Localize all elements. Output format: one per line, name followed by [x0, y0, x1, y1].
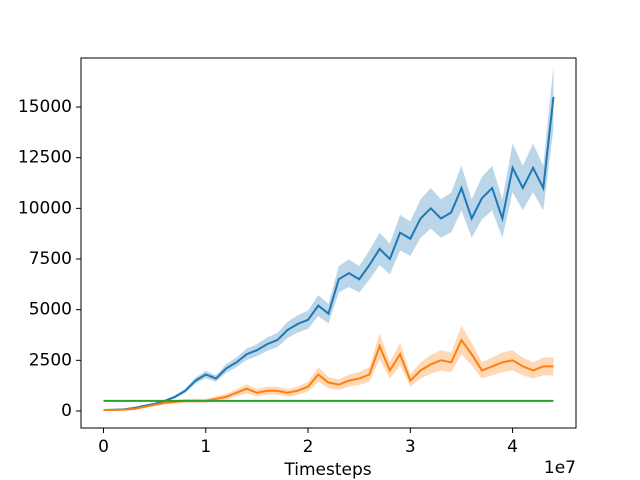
x-tick-label: 4 — [507, 437, 518, 457]
x-axis-label: Timesteps — [283, 460, 371, 480]
x-offset-label: 1e7 — [544, 458, 576, 478]
y-tick-label: 7500 — [29, 249, 72, 269]
y-tick-label: 2500 — [29, 350, 72, 370]
x-tick-label: 0 — [98, 437, 109, 457]
x-tick-label: 1 — [200, 437, 211, 457]
x-tick-label: 2 — [303, 437, 314, 457]
y-tick-label: 12500 — [18, 148, 72, 168]
line — [103, 96, 555, 411]
y-tick-label: 10000 — [18, 198, 72, 218]
band — [103, 65, 554, 411]
y-tick-label: 5000 — [29, 300, 72, 320]
y-tick-label: 0 — [61, 401, 72, 421]
plot-frame — [80, 57, 577, 429]
y-tick-label: 15000 — [18, 97, 72, 117]
x-tick-label: 3 — [405, 437, 416, 457]
